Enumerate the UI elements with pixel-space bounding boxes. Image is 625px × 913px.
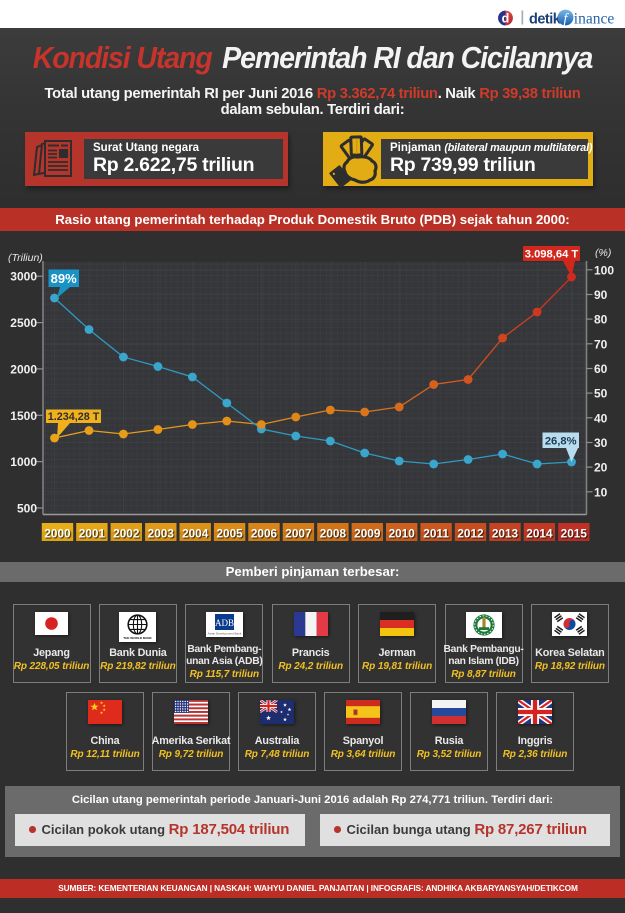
svg-text:3000: 3000 xyxy=(10,270,37,284)
svg-text:50: 50 xyxy=(594,387,608,401)
svg-text:2003: 2003 xyxy=(148,526,175,540)
svg-text:(Triliun): (Triliun) xyxy=(8,252,43,264)
svg-text:detik: detik xyxy=(529,11,562,27)
svg-text:20: 20 xyxy=(594,461,608,475)
svg-text:30: 30 xyxy=(594,436,608,450)
svg-text:10: 10 xyxy=(594,485,608,499)
svg-text:89%: 89% xyxy=(51,271,77,286)
svg-text:2500: 2500 xyxy=(10,316,37,330)
svg-text:70: 70 xyxy=(594,337,608,351)
svg-text:40: 40 xyxy=(594,411,608,425)
svg-text:2013: 2013 xyxy=(492,526,519,540)
svg-text:2002: 2002 xyxy=(113,526,140,540)
svg-text:2005: 2005 xyxy=(216,526,243,540)
svg-text:90: 90 xyxy=(594,288,608,302)
svg-text:2006: 2006 xyxy=(251,526,278,540)
svg-text:2000: 2000 xyxy=(10,362,37,376)
svg-text:(%): (%) xyxy=(595,247,611,259)
svg-text:500: 500 xyxy=(17,502,37,516)
svg-text:2014: 2014 xyxy=(526,526,553,540)
svg-text:2007: 2007 xyxy=(285,526,312,540)
svg-text:d: d xyxy=(502,12,510,26)
svg-text:ADB: ADB xyxy=(215,618,234,628)
svg-text:2004: 2004 xyxy=(182,526,209,540)
svg-text:2010: 2010 xyxy=(389,526,416,540)
svg-text:2009: 2009 xyxy=(354,526,381,540)
svg-text:1000: 1000 xyxy=(10,455,37,469)
svg-text:3.098,64 T: 3.098,64 T xyxy=(525,249,579,261)
svg-text:1500: 1500 xyxy=(10,409,37,423)
svg-text:f: f xyxy=(564,12,570,27)
svg-text:100: 100 xyxy=(594,263,614,277)
svg-text:THE WORLD BANK: THE WORLD BANK xyxy=(124,636,153,640)
svg-text:60: 60 xyxy=(594,362,608,376)
svg-text:2000: 2000 xyxy=(44,526,71,540)
svg-text:2008: 2008 xyxy=(320,526,347,540)
svg-text:80: 80 xyxy=(594,313,608,327)
svg-text:2011: 2011 xyxy=(423,526,449,540)
svg-text:Asian Development Bank: Asian Development Bank xyxy=(207,632,241,636)
svg-text:2012: 2012 xyxy=(457,526,484,540)
svg-text:2001: 2001 xyxy=(79,526,106,540)
svg-text:2015: 2015 xyxy=(561,526,588,540)
svg-text:inance: inance xyxy=(574,10,615,27)
svg-text:26,8%: 26,8% xyxy=(545,435,577,447)
svg-text:1.234,28 T: 1.234,28 T xyxy=(48,411,100,423)
